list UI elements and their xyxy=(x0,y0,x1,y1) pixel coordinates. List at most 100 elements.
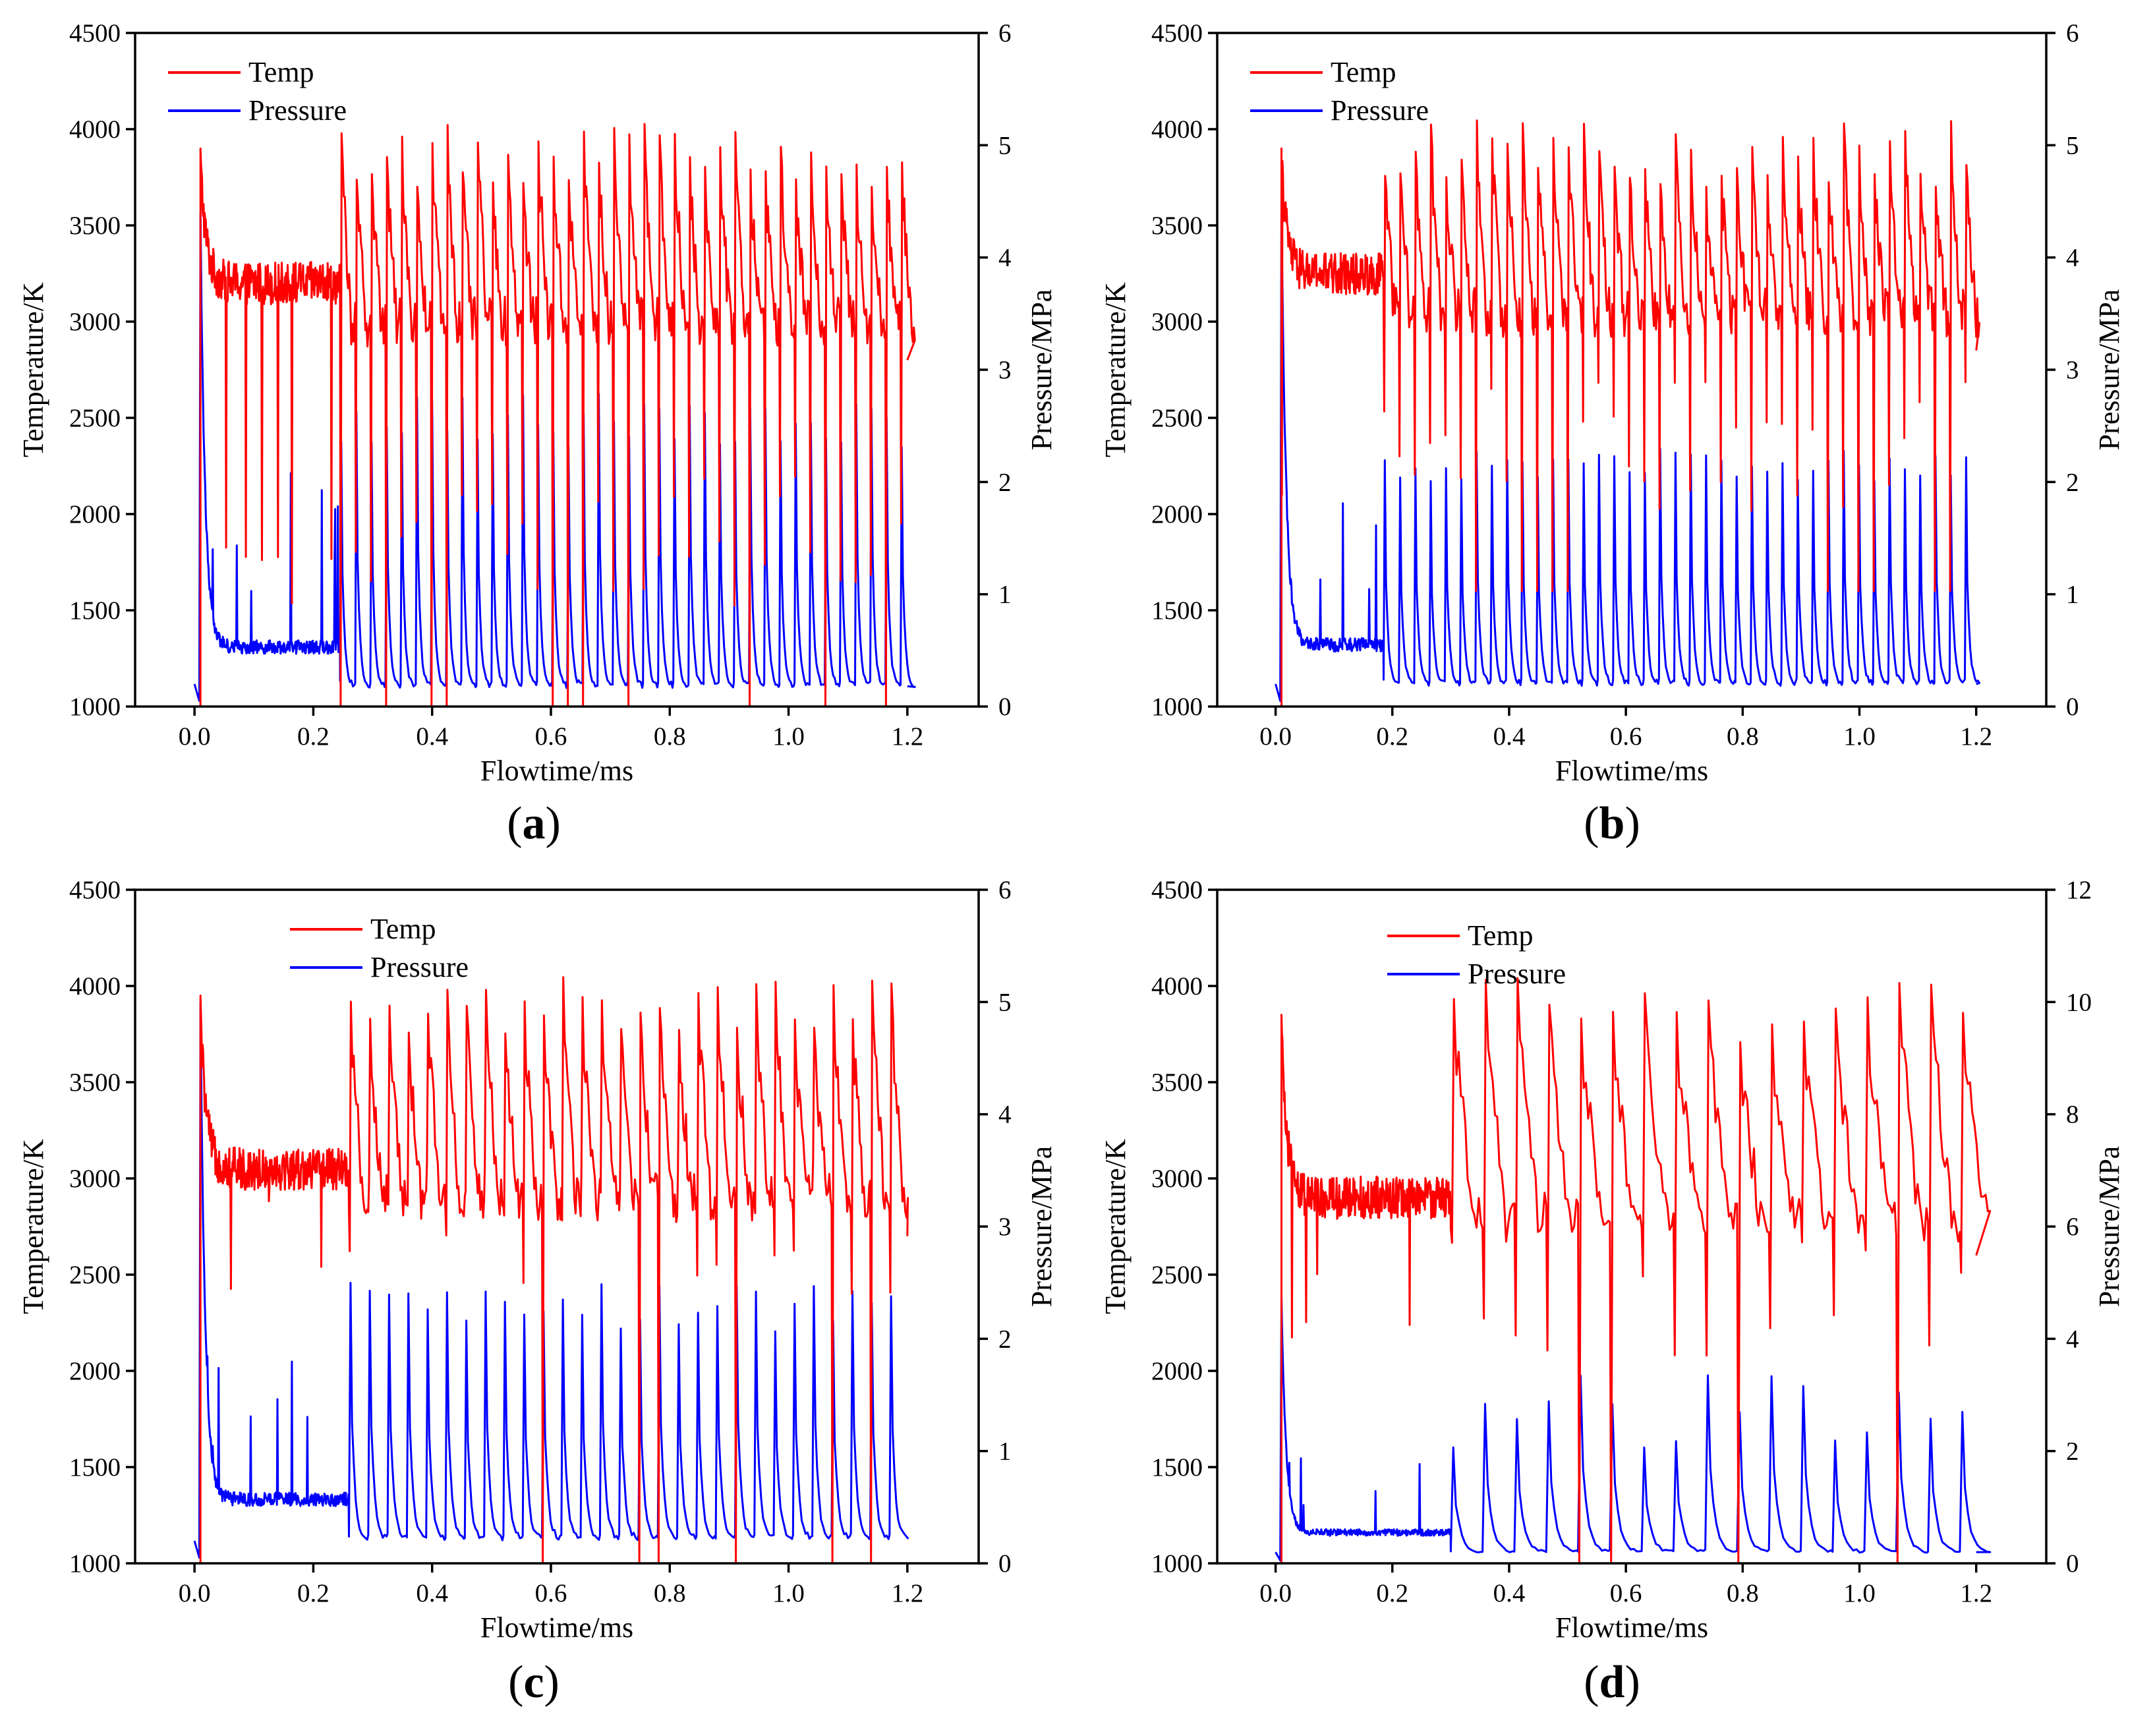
caption-open-paren: ( xyxy=(508,1657,523,1708)
caption-letter: d xyxy=(1599,1657,1625,1708)
x-tick-label: 0.0 xyxy=(1259,1579,1292,1607)
y2-tick-label: 6 xyxy=(2066,19,2079,47)
x-tick-label: 0.4 xyxy=(416,722,448,751)
y2-axis-label: Pressure/MPa xyxy=(2093,1146,2125,1307)
x-axis-label: Flowtime/ms xyxy=(1555,1611,1708,1644)
y2-tick-label: 2 xyxy=(2066,1437,2079,1466)
caption-close-paren: ) xyxy=(546,798,561,849)
panel-caption: (b) xyxy=(1584,798,1640,849)
y2-tick-label: 6 xyxy=(998,876,1012,904)
x-tick-label: 1.0 xyxy=(1843,722,1876,751)
y-tick-label: 4500 xyxy=(69,876,121,904)
x-tick-label: 0.6 xyxy=(1610,1579,1642,1607)
y-axis-label: Temperature/K xyxy=(1099,1139,1132,1314)
panel-caption: (a) xyxy=(507,798,561,849)
y2-axis-label: Pressure/MPa xyxy=(1025,1146,1058,1307)
x-tick-label: 0.8 xyxy=(654,1579,686,1607)
y2-tick-label: 5 xyxy=(998,988,1012,1016)
y2-tick-label: 0 xyxy=(998,693,1012,721)
series-pressure-line xyxy=(193,212,916,702)
y-tick-label: 1000 xyxy=(1151,693,1203,721)
x-tick-label: 0.0 xyxy=(1259,722,1292,751)
legend: Temp Pressure xyxy=(1387,919,1566,990)
y2-axis-label: Pressure/MPa xyxy=(1025,289,1058,450)
y-tick-label: 3000 xyxy=(69,308,121,336)
y-tick-label: 1000 xyxy=(69,693,121,721)
y-tick-label: 3500 xyxy=(1151,212,1203,240)
y-tick-label: 4000 xyxy=(69,972,121,1000)
y-tick-label: 4000 xyxy=(1151,972,1203,1000)
y2-tick-label: 4 xyxy=(998,244,1012,272)
chart-panel-d: 0.0 0.2 0.4 0.6 0.8 1.0 1.2 1000 1500 2000 2500 300… xyxy=(1099,876,2125,1708)
y-tick-label: 2000 xyxy=(1151,1357,1203,1385)
y2-tick-label: 1 xyxy=(2066,581,2079,609)
y-tick-label: 2500 xyxy=(69,1261,121,1289)
series-pressure-line xyxy=(1275,1292,1992,1562)
caption-letter: b xyxy=(1599,798,1625,849)
y2-tick-label: 5 xyxy=(998,131,1012,159)
y-tick-label: 3000 xyxy=(1151,308,1203,336)
y2-tick-label: 0 xyxy=(998,1549,1012,1578)
legend-label-pressure: Pressure xyxy=(1468,958,1566,990)
legend: Temp Pressure xyxy=(168,56,347,127)
caption-letter: a xyxy=(523,798,546,849)
y-tick-label: 3000 xyxy=(1151,1165,1203,1193)
y2-tick-label: 8 xyxy=(2066,1101,2079,1129)
x-tick-label: 1.0 xyxy=(772,722,805,751)
y2-tick-label: 0 xyxy=(2066,1549,2079,1578)
y-tick-label: 4500 xyxy=(1151,876,1203,904)
y2-tick-label: 4 xyxy=(2066,1325,2079,1353)
caption-close-paren: ) xyxy=(1624,798,1640,849)
y-tick-label: 4500 xyxy=(1151,19,1203,47)
legend-label-temp: Temp xyxy=(370,913,436,945)
y2-tick-label: 12 xyxy=(2066,876,2092,904)
legend-label-temp: Temp xyxy=(1468,919,1534,952)
x-tick-label: 0.8 xyxy=(1727,1579,1759,1607)
x-tick-label: 1.0 xyxy=(1843,1579,1876,1607)
y-tick-label: 1500 xyxy=(1151,1453,1203,1482)
y-tick-label: 2500 xyxy=(69,404,121,432)
y-tick-label: 3500 xyxy=(69,212,121,240)
x-tick-label: 1.2 xyxy=(891,1579,923,1607)
x-tick-label: 0.6 xyxy=(535,1579,567,1607)
y2-tick-label: 1 xyxy=(998,581,1012,609)
y-axis-label: Temperature/K xyxy=(17,1139,49,1314)
y2-tick-label: 4 xyxy=(998,1101,1012,1129)
y2-tick-label: 2 xyxy=(2066,468,2079,496)
y2-tick-label: 6 xyxy=(2066,1213,2079,1241)
y2-tick-label: 2 xyxy=(998,1325,1012,1353)
x-tick-label: 0.4 xyxy=(1493,722,1526,751)
legend-label-pressure: Pressure xyxy=(370,951,469,983)
series-temp-line xyxy=(1275,119,1981,707)
legend: Temp Pressure xyxy=(1250,56,1429,127)
caption-close-paren: ) xyxy=(1624,1657,1640,1708)
y-tick-label: 1000 xyxy=(69,1549,121,1578)
legend-label-temp: Temp xyxy=(248,56,314,88)
caption-open-paren: ( xyxy=(1584,1657,1599,1708)
y2-axis-label: Pressure/MPa xyxy=(2093,289,2125,450)
chart-panel-b: 0.0 0.2 0.4 0.6 0.8 1.0 1.2 1000 1500 2000 2500 300… xyxy=(1099,19,2125,849)
caption-open-paren: ( xyxy=(507,798,522,849)
x-tick-label: 0.4 xyxy=(416,1579,448,1607)
y2-tick-label: 3 xyxy=(2066,356,2079,384)
y2-tick-label: 1 xyxy=(998,1437,1012,1466)
x-tick-label: 0.8 xyxy=(654,722,686,751)
series-pressure-line xyxy=(1275,189,1981,702)
y-tick-label: 3500 xyxy=(1151,1068,1203,1097)
legend: Temp Pressure xyxy=(290,913,469,983)
x-axis-label: Flowtime/ms xyxy=(480,755,633,787)
y2-tick-label: 4 xyxy=(2066,244,2079,272)
series-temp-line xyxy=(194,976,909,1563)
y-tick-label: 1500 xyxy=(69,596,121,625)
y2-tick-label: 6 xyxy=(998,19,1012,47)
y-tick-label: 2500 xyxy=(1151,404,1203,432)
y-tick-label: 3500 xyxy=(69,1068,121,1097)
x-tick-label: 1.2 xyxy=(1960,1579,1992,1607)
y-tick-label: 4000 xyxy=(69,115,121,144)
caption-letter: c xyxy=(523,1657,544,1708)
y-tick-label: 2000 xyxy=(69,1357,121,1385)
x-tick-label: 0.6 xyxy=(1610,722,1642,751)
y-axis-label: Temperature/K xyxy=(17,282,49,457)
y2-tick-label: 3 xyxy=(998,356,1012,384)
